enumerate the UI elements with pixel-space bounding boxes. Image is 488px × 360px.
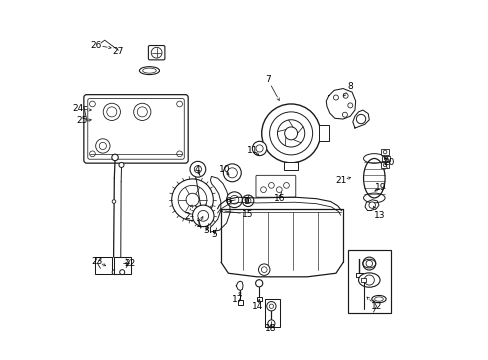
Circle shape: [112, 200, 116, 203]
Circle shape: [261, 104, 320, 163]
FancyBboxPatch shape: [83, 95, 188, 163]
Circle shape: [362, 257, 375, 270]
Bar: [318, 126, 329, 141]
Circle shape: [223, 164, 241, 182]
Text: 6: 6: [225, 197, 231, 206]
Text: 16: 16: [273, 194, 285, 203]
Text: 19: 19: [374, 183, 386, 192]
Bar: [355, 273, 362, 277]
Text: 9: 9: [243, 197, 248, 206]
Circle shape: [119, 162, 124, 167]
Text: 2: 2: [184, 212, 189, 221]
Circle shape: [112, 270, 117, 275]
FancyBboxPatch shape: [255, 175, 295, 197]
Bar: [348, 250, 390, 313]
Bar: [380, 149, 388, 155]
Bar: [113, 257, 131, 274]
Text: 13: 13: [373, 211, 385, 220]
Text: 20: 20: [383, 158, 394, 167]
Text: 23: 23: [91, 257, 102, 266]
Circle shape: [226, 192, 242, 208]
Bar: [381, 156, 389, 161]
Text: 17: 17: [232, 294, 244, 303]
Text: 11: 11: [246, 146, 258, 155]
Ellipse shape: [371, 296, 386, 303]
Text: 1: 1: [195, 220, 201, 229]
Text: 26: 26: [90, 41, 101, 50]
Circle shape: [267, 320, 274, 327]
Ellipse shape: [363, 158, 384, 198]
Text: 14: 14: [252, 302, 263, 311]
Text: 10: 10: [218, 165, 230, 174]
Circle shape: [258, 264, 269, 275]
Text: 15: 15: [241, 210, 253, 219]
Circle shape: [255, 280, 262, 287]
Bar: [94, 257, 112, 274]
Circle shape: [266, 302, 276, 311]
Circle shape: [171, 179, 213, 221]
Text: 4: 4: [194, 165, 200, 174]
Bar: [360, 278, 366, 282]
Circle shape: [252, 141, 266, 156]
Circle shape: [120, 270, 124, 275]
Bar: [380, 162, 388, 168]
Bar: [265, 299, 279, 327]
Text: 22: 22: [124, 259, 136, 268]
Text: 8: 8: [346, 82, 352, 91]
Text: 7: 7: [264, 75, 270, 84]
Circle shape: [356, 114, 365, 124]
Text: 27: 27: [112, 47, 123, 56]
Text: 21: 21: [335, 176, 346, 185]
Text: 24: 24: [72, 104, 83, 113]
Text: 5: 5: [211, 230, 217, 239]
Bar: [256, 297, 261, 301]
Text: 25: 25: [77, 116, 88, 125]
Circle shape: [112, 154, 118, 161]
Text: 18: 18: [264, 324, 276, 333]
Text: 3: 3: [203, 226, 208, 235]
Circle shape: [273, 182, 286, 195]
Circle shape: [192, 205, 214, 226]
Bar: [284, 162, 298, 170]
FancyBboxPatch shape: [148, 45, 164, 60]
Bar: [237, 300, 242, 305]
Ellipse shape: [358, 273, 379, 287]
Circle shape: [190, 161, 205, 177]
Circle shape: [242, 195, 253, 207]
Text: 12: 12: [370, 302, 382, 311]
Circle shape: [368, 202, 375, 208]
